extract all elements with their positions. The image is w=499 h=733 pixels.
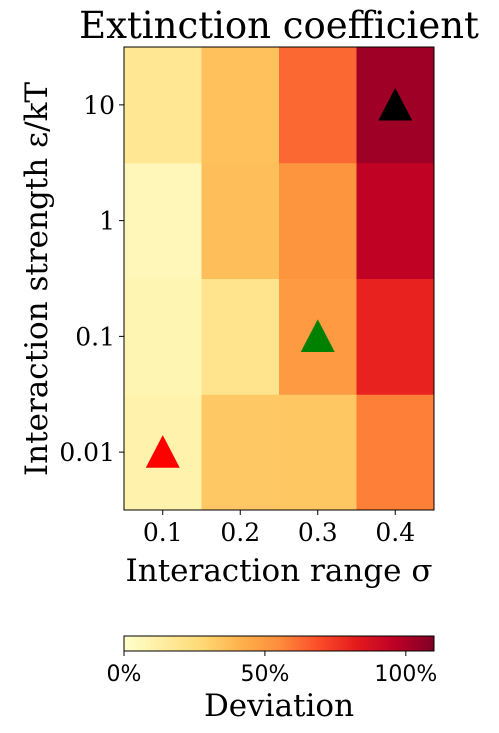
heatmap-cell (124, 47, 202, 164)
x-tick-label: 0.1 (143, 518, 183, 547)
colorbar-label: Deviation (204, 688, 354, 724)
chart-title: Extinction coefficient (79, 4, 479, 47)
heatmap-cell (356, 394, 435, 511)
heatmap-cells (124, 47, 435, 511)
heatmap-cell (201, 47, 280, 164)
heatmap-cell (356, 162, 435, 279)
colorbar-tick-label: 50% (240, 662, 289, 687)
colorbar-tick-label: 0% (107, 662, 142, 687)
heatmap-cell (356, 278, 435, 395)
y-tick-label: 10 (83, 91, 115, 120)
x-tick-label: 0.4 (375, 518, 415, 547)
y-axis-ticks: 0.01 0.1 1 10 (59, 91, 124, 467)
y-axis-label: Interaction strength ε/kT (19, 82, 55, 476)
triangle-marker (378, 87, 413, 121)
heatmap-cell (279, 47, 357, 164)
y-tick-label: 0.01 (59, 438, 115, 467)
heatmap-cell (201, 278, 280, 395)
colorbar-ticks: 0% 50% 100% (107, 651, 437, 687)
x-tick-label: 0.2 (220, 518, 260, 547)
triangle-marker (300, 319, 335, 353)
heatmap-cell (279, 394, 357, 511)
x-axis-label: Interaction range σ (125, 553, 432, 589)
colorbar (123, 635, 435, 652)
heatmap-cell (201, 394, 280, 511)
x-axis-ticks: 0.1 0.2 0.3 0.4 (143, 510, 415, 547)
y-tick-label: 1 (99, 207, 115, 236)
triangle-marker (145, 435, 180, 468)
heatmap-cell (124, 278, 202, 395)
heatmap-cell (201, 162, 280, 279)
colorbar-tick-label: 100% (374, 662, 437, 687)
heatmap-cell (279, 162, 357, 279)
x-tick-label: 0.3 (298, 518, 338, 547)
y-tick-label: 0.1 (75, 322, 115, 351)
heatmap-markers (145, 87, 413, 468)
heatmap-cell (124, 162, 202, 279)
plot-frame (123, 46, 435, 511)
